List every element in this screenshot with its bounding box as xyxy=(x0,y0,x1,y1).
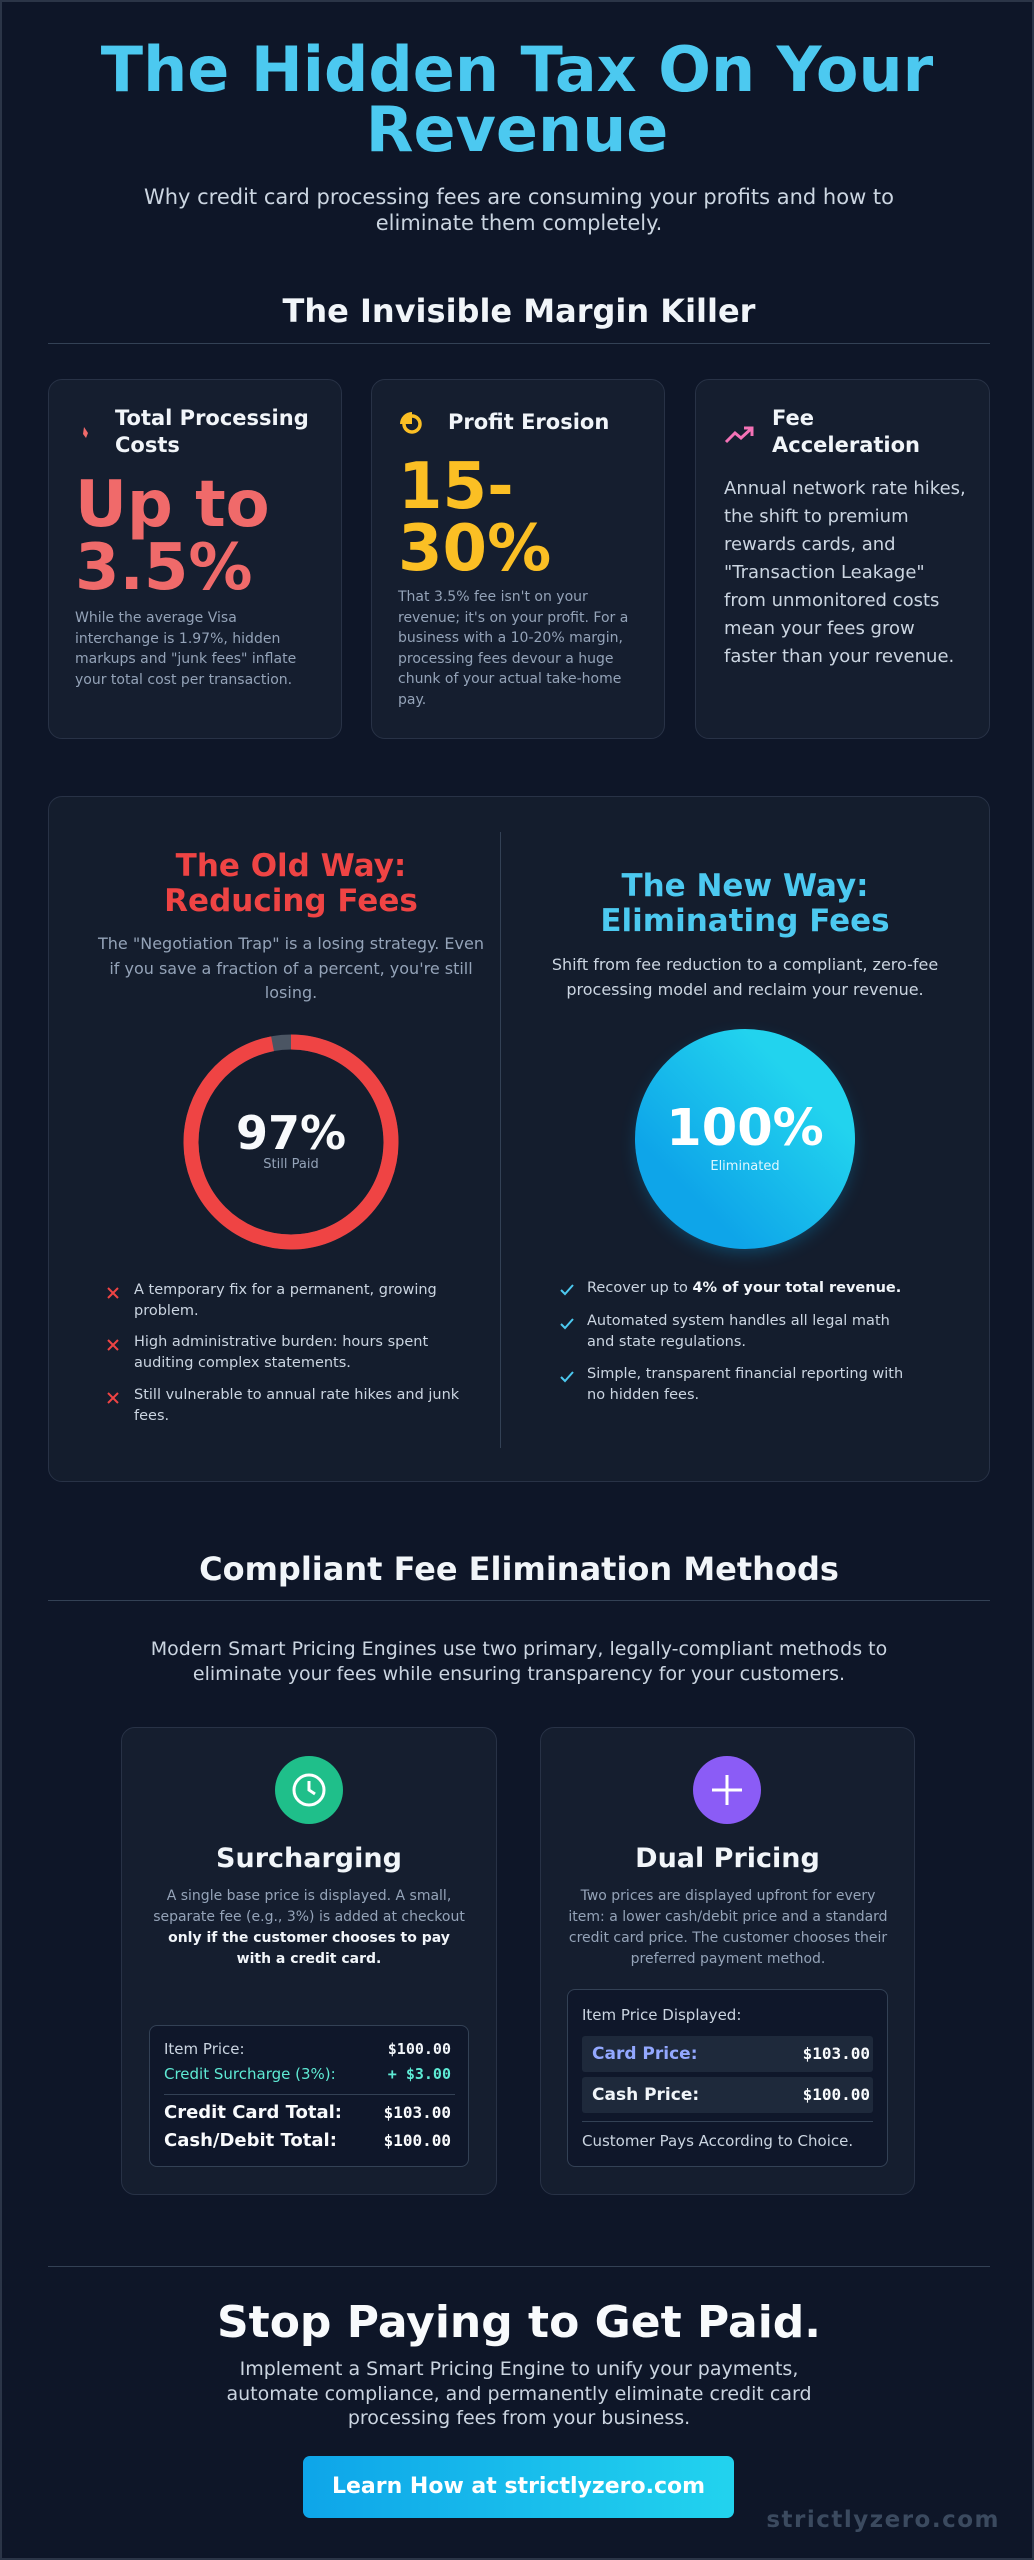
old-point: Still vulnerable to annual rate hikes an… xyxy=(134,1387,460,1424)
method-title: Surcharging xyxy=(216,1843,402,1874)
card-icon xyxy=(400,412,422,434)
divider xyxy=(582,2121,873,2122)
row-label: Credit Surcharge (3%): xyxy=(164,2065,336,2083)
card-stat: Up to 3.5% xyxy=(75,468,270,605)
x-icon xyxy=(107,1392,119,1404)
point-bold: 4% of your total revenue. xyxy=(692,1280,902,1296)
old-way-text: The "Negotiation Trap" is a losing strat… xyxy=(98,934,484,1002)
stat-card xyxy=(371,379,665,739)
x-icon xyxy=(107,1339,119,1351)
card-title: Profit Erosion xyxy=(448,410,610,434)
row-label: Cash Price: xyxy=(592,2085,700,2105)
method-text-part: A single base price is displayed. A smal… xyxy=(153,1888,465,1925)
row-value: + $3.00 xyxy=(387,2065,451,2083)
point-text: Recover up to xyxy=(587,1280,693,1296)
method-text-bold: only if the customer chooses to pay with… xyxy=(168,1930,450,1967)
plus-icon xyxy=(693,1756,761,1824)
example-box xyxy=(149,2025,469,2167)
old-gauge xyxy=(183,1034,399,1250)
watermark: strictlyzero.com xyxy=(766,2507,1000,2533)
method-text: A single base price is displayed. A smal… xyxy=(149,1886,469,1970)
new-way-text: Shift from fee reduction to a compliant,… xyxy=(551,955,939,999)
method-text: Two prices are displayed upfront for eve… xyxy=(568,1888,888,1967)
check-icon xyxy=(560,1371,574,1383)
new-way-title: The New Way: Eliminating Fees xyxy=(600,868,890,939)
cta-button[interactable]: Learn How at strictlyzero.com xyxy=(303,2456,734,2518)
row-value: $100.00 xyxy=(387,2040,451,2058)
clock-icon xyxy=(275,1756,343,1824)
card-text: While the average Visa interchange is 1.… xyxy=(75,610,297,688)
gauge-label: 97% xyxy=(235,1106,347,1160)
row-label: Card Price: xyxy=(592,2044,698,2064)
old-point: A temporary fix for a permanent, growing… xyxy=(134,1282,437,1319)
stat-card xyxy=(48,379,342,739)
row-value: $100.00 xyxy=(802,2085,870,2104)
old-point: High administrative burden: hours spent … xyxy=(134,1334,429,1371)
gauge-caption: Still Paid xyxy=(263,1157,319,1172)
cta-text: Implement a Smart Pricing Engine to unif… xyxy=(226,2358,812,2429)
section-intro: Modern Smart Pricing Engines use two pri… xyxy=(150,1638,888,1685)
card-title: Total Processing Costs xyxy=(115,406,309,457)
row-label: Credit Card Total: xyxy=(164,2102,342,2123)
card-icon xyxy=(83,427,88,438)
card-text: That 3.5% fee isn't on your revenue; it'… xyxy=(398,589,629,708)
method-title: Dual Pricing xyxy=(635,1843,820,1874)
price-row xyxy=(582,2077,873,2113)
gauge-fill xyxy=(635,1029,855,1249)
divider xyxy=(48,2266,990,2267)
cta-title: Stop Paying to Get Paid. xyxy=(216,2297,821,2348)
row-label: Item Price: xyxy=(164,2040,245,2058)
row-value: $100.00 xyxy=(383,2131,451,2150)
card-stat: 15-30% xyxy=(398,450,552,586)
divider xyxy=(500,832,501,1448)
box-label: Item Price Displayed: xyxy=(582,2006,742,2024)
gauge-caption: Eliminated xyxy=(710,1159,780,1174)
new-point: Automated system handles all legal math … xyxy=(587,1313,890,1350)
divider xyxy=(48,1600,990,1601)
divider xyxy=(164,2094,455,2095)
row-label: Cash/Debit Total: xyxy=(164,2130,337,2151)
check-icon xyxy=(560,1284,574,1296)
row-value: $103.00 xyxy=(383,2103,451,2122)
card-icon xyxy=(724,426,754,444)
x-icon xyxy=(107,1287,119,1299)
check-icon xyxy=(560,1318,574,1330)
page-title: The Hidden Tax On Your Revenue xyxy=(100,33,934,166)
old-way-title: The Old Way: Reducing Fees xyxy=(164,848,418,919)
stat-card xyxy=(695,379,990,739)
section-heading: Compliant Fee Elimination Methods xyxy=(199,1550,839,1588)
price-row xyxy=(582,2036,873,2072)
row-value: $103.00 xyxy=(802,2044,870,2063)
new-point: Recover up to 4% of your total revenue. xyxy=(587,1278,922,1299)
subtitle: Why credit card processing fees are cons… xyxy=(143,185,895,235)
box-footer: Customer Pays According to Choice. xyxy=(582,2132,854,2150)
new-gauge xyxy=(635,1029,855,1251)
card-title: Fee Acceleration xyxy=(772,406,920,457)
gauge-label: 100% xyxy=(666,1099,824,1158)
divider xyxy=(48,343,990,344)
new-point: Simple, transparent financial reporting … xyxy=(587,1366,904,1403)
gauge-arc xyxy=(183,1034,399,1250)
section-heading: The Invisible Margin Killer xyxy=(282,292,756,330)
card-text: Annual network rate hikes, the shift to … xyxy=(724,478,966,667)
